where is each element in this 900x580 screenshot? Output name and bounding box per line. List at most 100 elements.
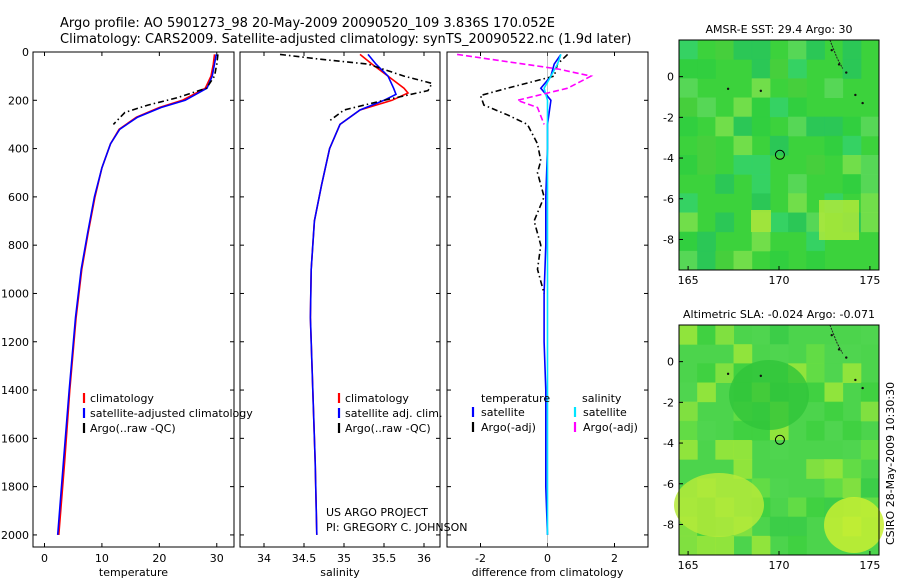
map-cell (679, 382, 698, 403)
map-cell (842, 59, 862, 79)
map-xtick-label: 165 (678, 559, 699, 572)
difference-xtick-label: 2 (611, 552, 618, 565)
map-cell (860, 193, 880, 213)
temperature-xtick-label: 30 (210, 552, 224, 565)
map-ytick-label: 0 (667, 356, 674, 369)
map-cell (824, 401, 844, 422)
map-cell (697, 250, 716, 271)
temperature-xlabel: temperature (99, 566, 168, 579)
map-cell (715, 440, 735, 460)
map-cell (715, 363, 735, 383)
map-cell (806, 420, 825, 441)
map-ytick-label: -6 (663, 193, 674, 206)
difference-xtick-label: -2 (475, 552, 486, 565)
map-ytick-label: -6 (663, 478, 674, 491)
map-cell (842, 40, 862, 60)
map-title: AMSR-E SST: 29.4 Argo: 30 (705, 23, 852, 36)
map-cell (733, 420, 753, 441)
salinity-xtick-label: 35 (337, 552, 351, 565)
map-cell (806, 497, 825, 518)
temperature-xtick-label: 10 (95, 552, 109, 565)
legend-entry: climatology (90, 392, 154, 405)
map-ytick-label: -2 (663, 396, 674, 409)
legend-title-temperature: temperature (481, 392, 550, 405)
map-cell (788, 212, 807, 233)
map-cell (806, 116, 825, 137)
map-ytick-label: -4 (663, 437, 674, 450)
map-cell (860, 212, 880, 233)
map-cell (733, 250, 753, 271)
island-marker (861, 101, 864, 105)
island-marker (854, 378, 857, 382)
legend-entry: satellite (583, 406, 627, 419)
map-cell (697, 382, 716, 403)
difference-xtick-label: 0 (544, 552, 551, 565)
temperature-profile-plot: 0 200 400 600 800 1000 1200 1400 1600 1800 2000 0 10… (1, 46, 253, 579)
difference-series-temperature-argo-adj- (479, 53, 569, 294)
depth-tick-label: 1200 (1, 336, 29, 349)
map-cell (733, 440, 753, 460)
map-cell (769, 516, 789, 537)
depth-tick-label: 1600 (1, 432, 29, 445)
map-patch-low (729, 360, 809, 430)
map-cell (751, 535, 771, 556)
difference-series-salinity-argo-adj- (456, 53, 594, 125)
map-cell (842, 459, 862, 479)
map-cell (733, 97, 753, 118)
map-cell (842, 116, 862, 137)
map-cell (715, 325, 735, 345)
map-cell (842, 478, 862, 498)
island-marker (845, 356, 848, 359)
salinity-xtick-label: 35.5 (372, 552, 397, 565)
difference-series-temperature-satellite (539, 53, 562, 535)
depth-tick-label: 1800 (1, 481, 29, 494)
map-cell (679, 40, 698, 60)
map-cell (769, 344, 789, 364)
legend-entry: Argo(-adj) (583, 421, 638, 434)
map-cell (697, 231, 716, 252)
salinity-xtick-label: 34 (257, 552, 271, 565)
map-patch-high (824, 497, 884, 553)
salinity-series-climatology (309, 53, 410, 535)
map-xtick-label: 175 (859, 274, 880, 287)
temperature-xtick-label: 20 (152, 552, 166, 565)
map-ytick-label: -2 (663, 111, 674, 124)
coastline (829, 39, 844, 69)
map-cell (751, 193, 771, 213)
sst-map: AMSR-E SST: 29.4 Argo: 30 165 170 175 0 -2 -4 -… (663, 23, 880, 287)
map-patch-warm (751, 210, 771, 232)
map-cell (788, 174, 807, 194)
map-ytick-label: -8 (663, 518, 674, 531)
legend-entry: Argo(..raw -QC) (90, 422, 176, 435)
map-cell (751, 231, 771, 252)
map-cell (679, 193, 698, 213)
legend-entry: climatology (345, 392, 409, 405)
map-cell (733, 459, 753, 479)
map-cell (769, 212, 789, 233)
depth-tick-label: 600 (8, 191, 29, 204)
temperature-axes-box (32, 51, 235, 548)
island-marker (830, 333, 833, 337)
island-marker (759, 89, 763, 93)
map-cell (842, 135, 862, 156)
map-cell (679, 325, 698, 345)
map-xtick-label: 165 (678, 274, 699, 287)
legend-entry: satellite (481, 406, 525, 419)
map-cell (860, 155, 880, 175)
figure-title-line1: Argo profile: AO 5901273_98 20-May-2009 … (60, 16, 555, 31)
map-cell (733, 155, 753, 175)
map-cell (697, 59, 716, 79)
island-marker (726, 372, 730, 376)
difference-series-salinity-satellite (543, 54, 562, 535)
map-cell (751, 40, 771, 60)
island-marker (759, 374, 763, 378)
map-cell (788, 40, 807, 60)
map-cell (788, 78, 807, 98)
map-cell (842, 363, 862, 383)
depth-tick-label: 400 (8, 143, 29, 156)
map-cell (824, 382, 844, 403)
map-xtick-label: 170 (769, 559, 790, 572)
map-cell (806, 382, 825, 403)
